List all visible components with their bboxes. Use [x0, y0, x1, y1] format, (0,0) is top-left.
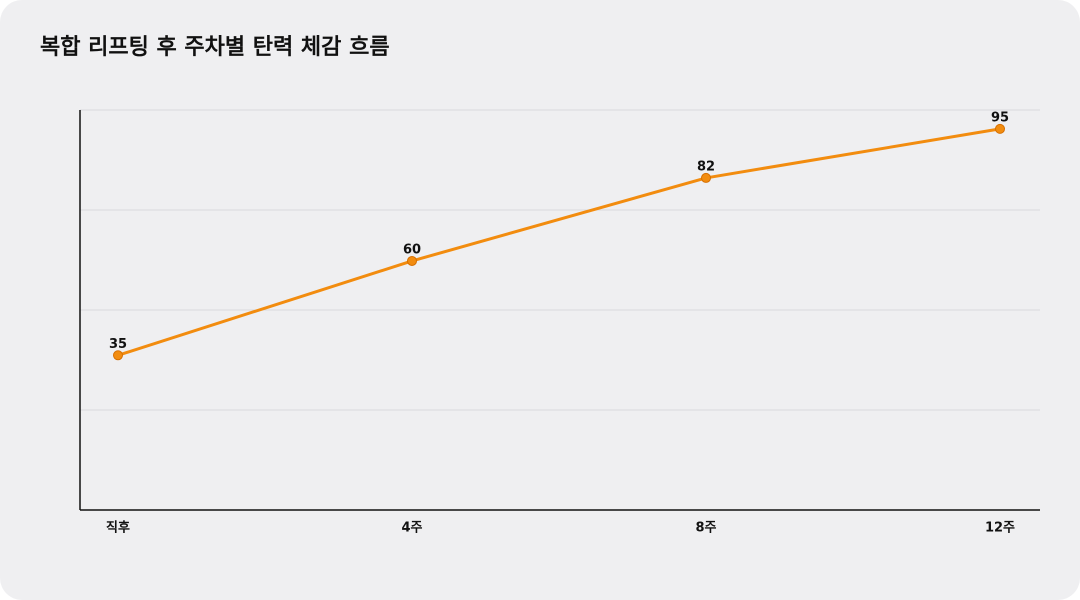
chart-title: 복합 리프팅 후 주차별 탄력 체감 흐름 [40, 34, 390, 60]
x-tick-label: 12주 [985, 521, 1015, 536]
value-label: 35 [109, 337, 127, 352]
x-tick-label: 직후 [106, 520, 130, 536]
point [701, 172, 711, 183]
point [407, 255, 417, 266]
line [117, 127, 1001, 357]
x-tick-label: 4주 [401, 521, 422, 536]
value-label: 95 [991, 110, 1009, 125]
value-label: 60 [403, 242, 421, 257]
x-tick-label: 8주 [695, 521, 716, 536]
point [113, 350, 123, 361]
point [995, 123, 1005, 134]
value-label: 82 [697, 159, 715, 174]
